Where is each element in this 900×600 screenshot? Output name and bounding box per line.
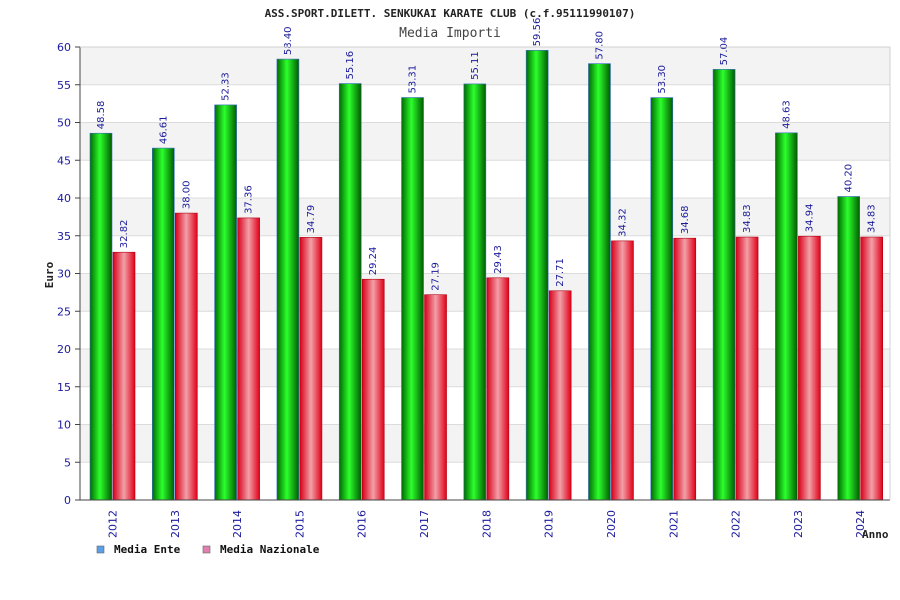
bar-media-ente [338, 83, 362, 501]
bar-media-ente [650, 97, 674, 501]
bar-media-nazionale [112, 251, 136, 501]
data-label: 57.04 [719, 37, 730, 66]
bar-media-ente [525, 50, 549, 501]
data-label: 48.63 [781, 100, 792, 129]
bar-media-ente [401, 97, 424, 501]
data-label: 27.19 [431, 262, 442, 291]
data-label: 52.33 [221, 72, 232, 101]
y-tick-label: 15 [57, 381, 71, 394]
bar-media-ente [89, 132, 113, 501]
bar-media-nazionale [548, 290, 572, 501]
data-label: 48.58 [96, 101, 107, 130]
data-label: 57.80 [594, 31, 605, 60]
y-tick-label: 55 [57, 79, 71, 92]
bar-media-nazionale [237, 217, 260, 501]
x-tick-label: 2022 [730, 510, 743, 538]
y-axis-title: Euro [43, 261, 56, 288]
bar-media-ente [837, 196, 860, 501]
axes [79, 46, 891, 501]
data-label: 37.36 [244, 185, 255, 214]
bar-media-nazionale [486, 277, 510, 501]
x-tick-label: 2013 [169, 510, 182, 538]
y-tick-label: 50 [57, 117, 71, 130]
data-labels: 48.58 32.82 46.61 38.00 52.33 37.36 58.40 34.79… [96, 18, 878, 291]
x-tick-label: 2023 [792, 510, 805, 538]
data-label: 46.61 [158, 115, 169, 144]
legend-item: Media Nazionale [220, 543, 320, 556]
data-label: 34.68 [680, 206, 691, 235]
data-label: 55.11 [470, 51, 481, 80]
bar-media-nazionale [361, 278, 385, 501]
y-tick-labels: 0 5 10 15 20 25 30 35 40 45 50 55 60 [57, 41, 71, 507]
data-label: 34.83 [742, 204, 753, 233]
x-tick-label: 2015 [293, 510, 306, 538]
data-label: 34.32 [617, 208, 628, 237]
bar-media-nazionale [860, 236, 883, 501]
x-tick-label: 2014 [231, 510, 244, 538]
x-tick-label: 2016 [356, 510, 369, 538]
y-tick-label: 0 [64, 494, 71, 507]
chart-subtitle: Media Importi [399, 26, 501, 41]
data-label: 34.79 [306, 205, 317, 234]
bar-media-nazionale [175, 212, 198, 501]
data-label: 40.20 [844, 164, 855, 193]
bar-media-ente [276, 58, 300, 501]
x-tick-label: 2021 [667, 510, 680, 538]
x-tick-labels: 2012 2013 2014 2015 2016 2017 2018 2019 2020 2021… [107, 510, 868, 538]
y-tick-label: 30 [57, 268, 71, 281]
y-tick-label: 25 [57, 305, 71, 318]
x-axis-title: Anno [862, 528, 889, 541]
data-label: 34.83 [867, 204, 878, 233]
legend-swatch [96, 545, 105, 554]
y-tick-label: 45 [57, 154, 71, 167]
data-label: 59.56 [532, 18, 543, 47]
data-label: 53.30 [657, 65, 668, 94]
bar-media-ente [463, 83, 487, 501]
y-tick-label: 40 [57, 192, 71, 205]
data-label: 34.94 [804, 204, 815, 233]
grid-band [80, 47, 890, 85]
data-label: 29.24 [368, 247, 379, 276]
x-tick-label: 2019 [543, 510, 556, 538]
bar-media-ente [152, 147, 175, 501]
data-label: 58.40 [283, 26, 294, 55]
bar-media-nazionale [735, 236, 759, 501]
y-tick-label: 35 [57, 230, 71, 243]
data-label: 55.16 [345, 51, 356, 80]
y-tick-label: 10 [57, 419, 71, 432]
y-tick-label: 60 [57, 41, 71, 54]
data-label: 29.43 [493, 245, 504, 274]
data-label: 53.31 [408, 65, 419, 94]
bar-media-nazionale [424, 294, 447, 501]
x-tick-label: 2024 [854, 510, 867, 538]
y-tick-label: 20 [57, 343, 71, 356]
legend-swatch [202, 545, 211, 554]
bar-media-ente [214, 104, 237, 501]
bar-media-ente [712, 69, 736, 501]
data-label: 27.71 [555, 258, 566, 287]
bar-media-ente [775, 132, 798, 501]
x-tick-label: 2012 [107, 510, 120, 538]
data-label: 32.82 [119, 220, 130, 249]
bar-media-nazionale [299, 237, 323, 501]
x-tick-label: 2018 [480, 510, 493, 538]
legend-item: Media Ente [114, 543, 181, 556]
bar-media-nazionale [673, 237, 697, 501]
legend: Media Ente Media Nazionale [96, 543, 320, 556]
y-tick-label: 5 [64, 456, 71, 469]
bar-media-ente [588, 63, 611, 501]
bar-media-nazionale [611, 240, 634, 501]
data-label: 38.00 [181, 180, 192, 209]
x-tick-label: 2017 [418, 510, 431, 538]
x-tick-label: 2020 [605, 510, 618, 538]
bar-media-nazionale [798, 235, 821, 501]
chart-title: ASS.SPORT.DILETT. SENKUKAI KARATE CLUB (… [265, 7, 636, 20]
bars [89, 50, 883, 501]
